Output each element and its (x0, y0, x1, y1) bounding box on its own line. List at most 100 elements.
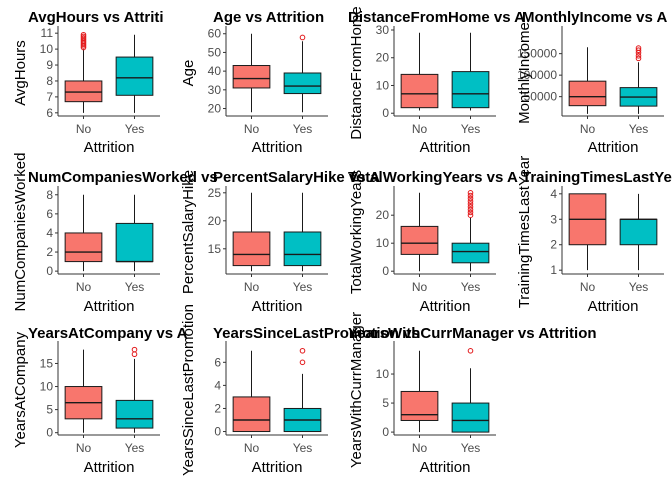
panel-title: DistanceFromHome vs A (348, 9, 525, 26)
box-yes (283, 347, 322, 433)
x-axis-title: Attrition (588, 298, 639, 315)
y-tick-label: 6 (214, 355, 221, 369)
y-tick-label: 15 (208, 242, 222, 256)
y-tick-label: 40 (208, 64, 222, 78)
y-tick-label: 10 (376, 78, 390, 92)
x-tick-label: No (244, 441, 260, 455)
x-axis-title: Attrition (420, 139, 471, 156)
box-iqr (115, 222, 154, 263)
y-tick-label: 60 (208, 27, 222, 41)
panel-9: YearsAtCompany vs A 0 5 10 15 No Yes Attrition Y… (12, 325, 188, 476)
y-axis-title: PercentSalaryHike (180, 170, 197, 294)
y-tick-label: 3 (550, 212, 557, 226)
y-tick-label: 0 (46, 426, 53, 440)
panel-title: TrainingTimesLastYear vs (522, 169, 672, 186)
x-axis-title: Attrition (252, 459, 303, 476)
y-tick-label: 5 (382, 396, 389, 410)
outlier-point (299, 34, 306, 41)
box-yes (283, 192, 322, 272)
box-yes (619, 193, 658, 271)
box-no (400, 32, 439, 111)
x-axis-title: Attrition (420, 459, 471, 476)
x-tick-label: Yes (629, 280, 649, 294)
y-tick-label: 6 (46, 106, 53, 120)
box-iqr (283, 231, 322, 267)
panel-title: TotalWorkingYears vs A (348, 169, 518, 186)
x-tick-label: Yes (125, 122, 145, 136)
y-tick-label: 50 (208, 45, 222, 59)
x-axis-title: Attrition (252, 139, 303, 156)
box-no (232, 192, 271, 272)
y-tick-label: 20 (376, 208, 390, 222)
outlier-point (467, 209, 474, 216)
y-tick-label: 50000 (524, 90, 558, 104)
y-tick-label: 20 (208, 214, 222, 228)
panel-title: YearsSinceLastPromotion vs (213, 325, 420, 342)
box-no (64, 194, 103, 272)
box-iqr (283, 72, 322, 95)
box-no (400, 192, 439, 272)
panel-title: NumCompaniesWorked vs (28, 169, 218, 186)
box-iqr (451, 402, 490, 433)
x-tick-label: Yes (293, 441, 313, 455)
outlier-point (467, 198, 474, 204)
y-axis-title: AvgHours (12, 40, 29, 106)
box-iqr (568, 80, 607, 107)
outlier-point (131, 346, 138, 353)
box-yes (283, 34, 322, 113)
y-axis-title: YearsWithCurrManager (348, 312, 365, 468)
x-tick-label: Yes (125, 441, 145, 455)
panel-title: Age vs Attrition (213, 9, 324, 26)
y-tick-label: 20 (208, 102, 222, 116)
panel-11: YearsWithCurrManager vs Attrition 0 5 10 No Y… (348, 312, 597, 476)
box-yes (115, 194, 154, 272)
panel-10: YearsSinceLastPromotion vs 0 2 4 6 No Yes Attri… (180, 304, 420, 476)
outlier-point (467, 195, 474, 202)
y-tick-label: 10 (376, 367, 390, 381)
outlier-point (635, 45, 642, 51)
y-tick-label: 9 (46, 58, 53, 72)
outlier-point (467, 212, 474, 218)
x-tick-label: Yes (461, 441, 481, 455)
panel-title: AvgHours vs Attriti (28, 9, 164, 26)
panel-1: AvgHours vs Attriti 6 7 8 9 10 11 No Yes Attritio… (12, 9, 164, 156)
x-axis-title: Attrition (420, 298, 471, 315)
box-no (232, 350, 271, 433)
outlier-point (635, 53, 642, 59)
box-iqr (400, 390, 439, 421)
y-tick-label: 0 (382, 264, 389, 278)
box-iqr (232, 65, 271, 89)
box-yes (451, 32, 490, 111)
panel-title: YearsAtCompany vs A (28, 325, 188, 342)
panel-8: TrainingTimesLastYear vs 1 2 3 4 No Yes Attriti… (516, 156, 672, 315)
y-tick-label: 10 (40, 42, 54, 56)
x-axis-title: Attrition (84, 139, 135, 156)
y-axis-title: DistanceFromHome (348, 6, 365, 139)
panel-5: NumCompaniesWorked vs 0 2 4 6 8 No Yes Attrition… (12, 153, 218, 315)
box-no (232, 33, 271, 113)
outlier-point (635, 47, 642, 54)
x-tick-label: No (412, 280, 428, 294)
x-tick-label: Yes (125, 280, 145, 294)
box-iqr (400, 73, 439, 109)
x-tick-label: No (580, 122, 596, 136)
x-axis-title: Attrition (84, 459, 135, 476)
x-axis-title: Attrition (252, 298, 303, 315)
y-tick-label: 1 (550, 263, 557, 277)
box-iqr (115, 56, 154, 96)
panel-3: DistanceFromHome vs A 0 10 20 30 No Yes Attriti… (348, 6, 525, 156)
outlier-point (635, 55, 642, 62)
box-iqr (451, 242, 490, 264)
box-yes (115, 34, 154, 113)
y-axis-title: YearsSinceLastPromotion (180, 304, 197, 476)
panel-7: TotalWorkingYears vs A 0 10 20 No Yes Attritio… (348, 169, 518, 315)
y-tick-label: 11 (41, 26, 54, 40)
x-tick-label: No (76, 122, 92, 136)
box-yes (619, 45, 658, 114)
box-iqr (451, 71, 490, 109)
y-tick-label: 15 (40, 356, 54, 370)
panel-title: MonthlyIncome vs A (522, 9, 667, 26)
box-yes (115, 346, 154, 433)
outlier-point (467, 204, 474, 210)
